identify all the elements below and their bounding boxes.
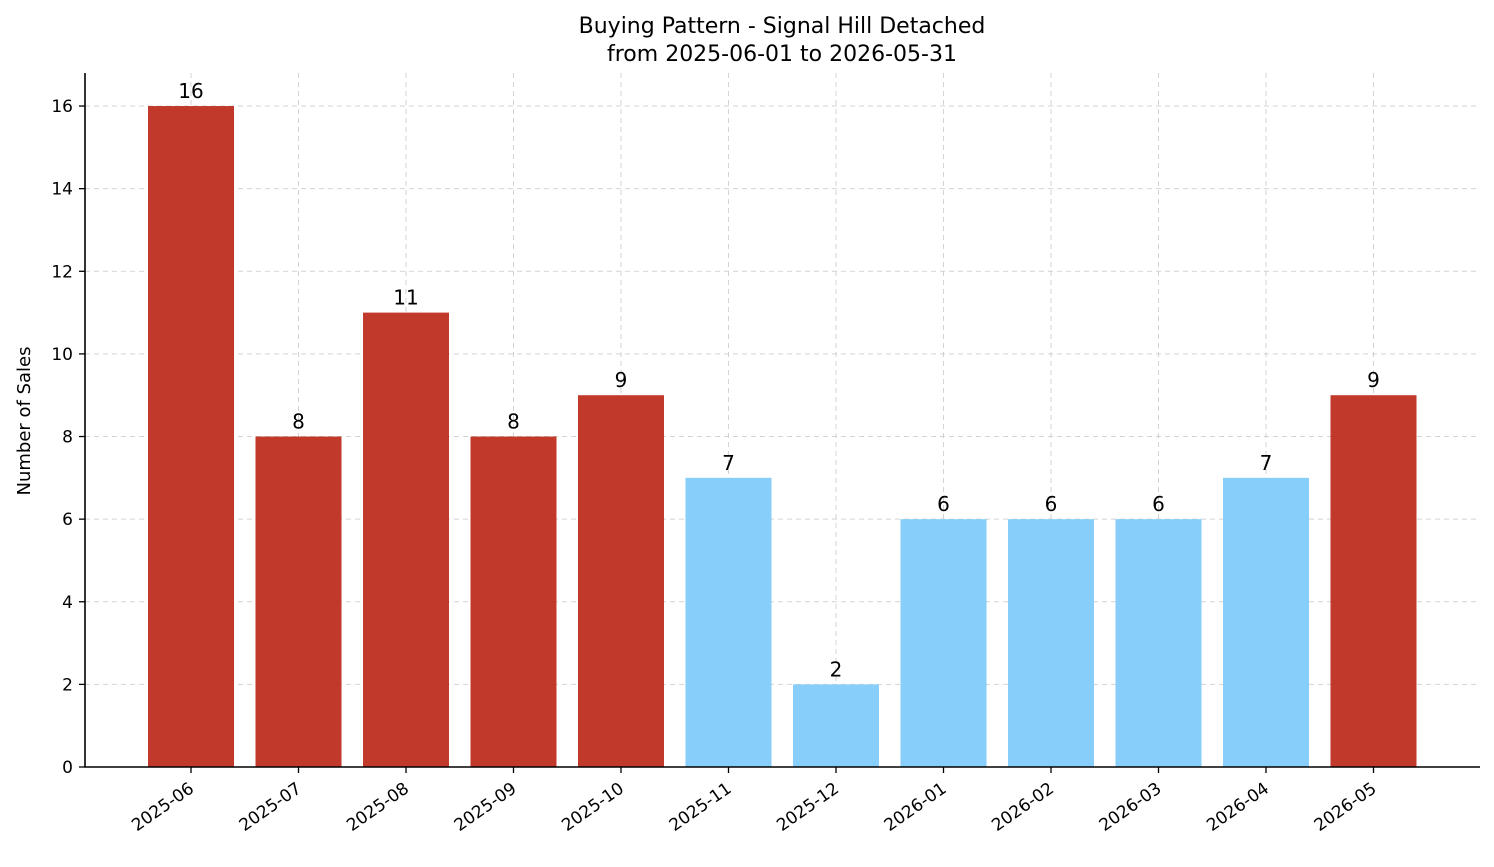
y-tick-label: 10: [51, 345, 73, 365]
bar-2026-02: [1008, 519, 1094, 767]
bar-2026-04: [1223, 477, 1309, 767]
bar-value-label: 7: [722, 451, 735, 475]
x-tick-label: 2025-07: [236, 779, 306, 836]
y-axis-ticks: 0 2 4 6 8 10 12 14 16: [51, 97, 85, 778]
bar-2026-05: [1330, 395, 1417, 767]
bar-value-label: 2: [830, 657, 843, 681]
x-tick-label: 2026-03: [1096, 779, 1166, 836]
y-tick-label: 4: [62, 593, 73, 613]
bar-2025-08: [363, 312, 449, 767]
bar-2025-11: [685, 477, 772, 767]
x-tick-label: 2026-04: [1203, 779, 1273, 836]
x-tick-label: 2025-11: [666, 779, 736, 836]
bar-2025-10: [578, 395, 664, 767]
x-tick-label: 2025-09: [451, 779, 521, 836]
x-tick-label: 2026-01: [881, 779, 951, 836]
chart-title: Buying Pattern - Signal Hill Detached: [579, 14, 986, 39]
bar-2025-07: [255, 436, 342, 767]
y-tick-label: 2: [62, 675, 73, 695]
chart-subtitle: from 2025-06-01 to 2026-05-31: [607, 42, 957, 67]
x-tick-label: 2025-10: [558, 779, 628, 836]
bar-value-label: 16: [178, 79, 203, 103]
x-tick-label: 2026-05: [1311, 779, 1381, 836]
y-tick-label: 12: [51, 262, 73, 282]
bar-2025-12: [793, 684, 879, 767]
y-tick-label: 16: [51, 97, 73, 117]
bar-value-label: 6: [1152, 492, 1165, 516]
bar-value-label: 9: [1367, 368, 1380, 392]
bar-2026-01: [900, 519, 987, 767]
bar-2026-03: [1115, 519, 1202, 767]
bar-value-label: 8: [507, 410, 520, 434]
bar-2025-06: [148, 106, 234, 768]
data-labels: 16 8 11 8 9 7 2 6 6 6 7 9: [178, 79, 1380, 681]
y-tick-label: 8: [62, 428, 73, 448]
bar-2025-09: [470, 436, 557, 767]
bar-value-label: 11: [393, 286, 418, 310]
bar-value-label: 8: [292, 410, 305, 434]
x-tick-label: 2025-12: [773, 779, 843, 836]
bar-value-label: 6: [1045, 492, 1058, 516]
y-tick-label: 14: [51, 180, 73, 200]
y-tick-label: 6: [62, 510, 73, 530]
x-tick-label: 2025-06: [128, 779, 198, 836]
x-tick-label: 2026-02: [988, 779, 1058, 836]
bar-value-label: 7: [1260, 451, 1273, 475]
x-tick-label: 2025-08: [343, 779, 413, 836]
y-tick-label: 0: [62, 758, 73, 778]
bar-value-label: 9: [615, 368, 628, 392]
bar-value-label: 6: [937, 492, 950, 516]
y-axis-label: Number of Sales: [14, 346, 35, 495]
x-axis-ticks: 2025-06 2025-07 2025-08 2025-09 2025-10 2025-…: [128, 767, 1380, 836]
bars: [148, 106, 1417, 768]
